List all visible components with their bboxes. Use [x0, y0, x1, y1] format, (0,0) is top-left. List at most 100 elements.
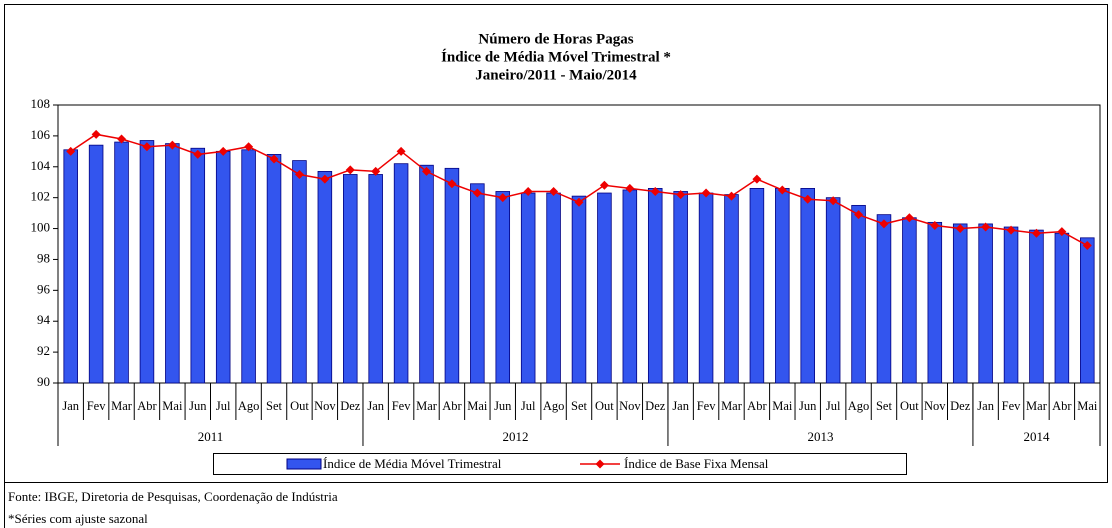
marker [625, 183, 635, 193]
legend-label: Índice de Média Móvel Trimestral [323, 456, 502, 471]
y-tick-label: 104 [31, 158, 51, 173]
marker [955, 224, 965, 234]
x-tick-label: Out [900, 399, 919, 413]
year-label: 2011 [198, 429, 224, 444]
x-tick-label: Fev [1002, 399, 1022, 413]
x-tick-label: Abr [747, 399, 767, 413]
bar [292, 160, 307, 384]
marker [981, 222, 991, 232]
x-tick-label: Mar [111, 399, 133, 413]
marker [66, 146, 76, 156]
y-tick-label: 100 [31, 220, 51, 235]
chart-title: Número de Horas Pagas [478, 31, 633, 47]
source: Fonte: IBGE, Diretoria de Pesquisas, Coo… [8, 489, 338, 504]
x-tick-label: Ago [848, 399, 870, 413]
bar [266, 154, 282, 384]
legend-label: Índice de Base Fixa Mensal [624, 456, 769, 471]
chart-title: Janeiro/2011 - Maio/2014 [475, 67, 637, 83]
bar [165, 143, 180, 384]
x-tick-label: Mai [772, 399, 793, 413]
bar [139, 140, 155, 384]
bar [368, 174, 383, 384]
x-tick-label: Nov [619, 399, 641, 413]
bar [622, 189, 638, 384]
y-tick-label: 98 [37, 250, 50, 265]
x-tick-label: Mai [162, 399, 183, 413]
y-tick-label: 106 [31, 127, 51, 142]
marker [91, 129, 101, 139]
y-tick-label: 94 [37, 312, 51, 327]
marker [904, 213, 914, 223]
bar [749, 187, 765, 384]
x-tick-label: Mar [416, 399, 438, 413]
y-tick-label: 90 [37, 374, 50, 389]
x-tick-label: Jan [62, 399, 79, 413]
bar [215, 150, 231, 384]
x-tick-label: Jun [799, 399, 817, 413]
bar [419, 164, 434, 384]
bar [1029, 229, 1044, 384]
bar [851, 204, 866, 384]
x-tick-label: Mai [1077, 399, 1098, 413]
marker [1031, 228, 1041, 238]
x-tick-label: Jun [494, 399, 512, 413]
x-tick-label: Abr [1052, 399, 1072, 413]
x-tick-label: Jan [367, 399, 384, 413]
marker [650, 186, 660, 196]
marker [676, 190, 686, 200]
x-tick-label: Abr [442, 399, 462, 413]
bar [673, 191, 688, 384]
bar [520, 192, 536, 384]
marker [320, 174, 330, 184]
x-tick-label: Jan [672, 399, 689, 413]
marker [142, 142, 152, 152]
y-tick-label: 102 [31, 189, 51, 204]
marker [701, 188, 711, 198]
marker [752, 174, 762, 184]
y-tick-label: 92 [37, 343, 50, 358]
bar [800, 187, 815, 384]
marker [117, 134, 127, 144]
x-tick-label: Out [595, 399, 614, 413]
year-label: 2012 [502, 429, 528, 444]
bar [317, 171, 333, 384]
bar [698, 192, 714, 384]
marker [1057, 227, 1067, 237]
chart-border [4, 4, 1108, 483]
x-tick-label: Mai [467, 399, 488, 413]
bar [724, 194, 739, 384]
bar [495, 191, 511, 384]
x-tick-label: Out [290, 399, 309, 413]
marker [167, 140, 177, 150]
marker [345, 165, 355, 175]
bar [343, 174, 358, 384]
marker [447, 179, 457, 189]
legend-swatch [595, 459, 605, 469]
x-tick-label: Jun [189, 399, 207, 413]
x-tick-label: Dez [645, 399, 666, 413]
marker [193, 149, 203, 159]
bar [393, 163, 409, 384]
marker [1082, 241, 1092, 251]
x-tick-label: Jul [216, 399, 231, 413]
bar [571, 195, 587, 384]
bar [1080, 237, 1095, 384]
x-tick-label: Abr [137, 399, 157, 413]
marker [803, 194, 813, 204]
marker [828, 196, 838, 206]
x-tick-label: Dez [340, 399, 361, 413]
bar [1054, 232, 1070, 384]
note: *Séries com ajuste sazonal [8, 511, 148, 526]
y-tick-label: 108 [31, 96, 51, 111]
x-tick-label: Jan [977, 399, 994, 413]
marker [422, 166, 432, 176]
x-tick-label: Ago [543, 399, 565, 413]
bar [902, 217, 917, 384]
bar [876, 214, 892, 384]
chart-title: Índice de Média Móvel Trimestral * [441, 48, 671, 65]
x-tick-label: Dez [950, 399, 971, 413]
x-tick-label: Mar [1026, 399, 1048, 413]
marker [930, 220, 940, 230]
marker [498, 193, 508, 203]
